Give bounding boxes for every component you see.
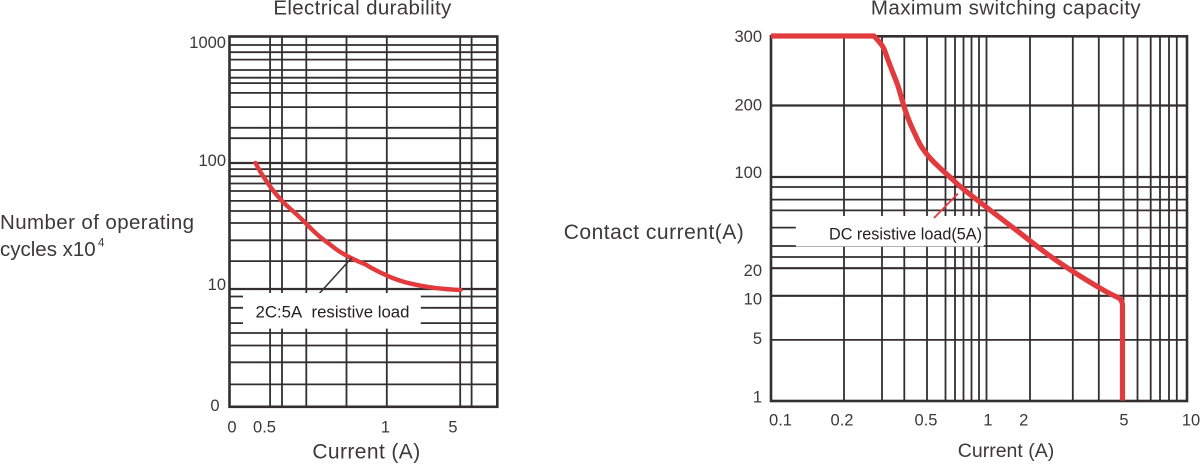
svg-text:Contact current(A): Contact current(A) (564, 221, 745, 244)
svg-text:1: 1 (753, 389, 762, 407)
svg-text:0.2: 0.2 (831, 411, 854, 429)
svg-text:2C:5A resistive load: 2C:5A resistive load (256, 303, 410, 322)
svg-text:5: 5 (448, 419, 457, 437)
svg-text:5: 5 (753, 330, 762, 348)
svg-text:Current (A): Current (A) (958, 440, 1054, 462)
svg-text:2: 2 (1019, 411, 1028, 429)
svg-text:10: 10 (744, 291, 762, 309)
svg-text:4: 4 (98, 238, 105, 250)
svg-text:300: 300 (734, 28, 762, 46)
svg-text:0.1: 0.1 (769, 411, 792, 429)
svg-text:cycles x10: cycles x10 (0, 238, 96, 261)
svg-text:100: 100 (734, 164, 762, 182)
svg-text:Current (A): Current (A) (312, 441, 420, 464)
svg-text:0.5: 0.5 (915, 411, 938, 429)
svg-text:1: 1 (381, 419, 390, 437)
svg-text:100: 100 (198, 152, 226, 170)
svg-text:200: 200 (734, 96, 762, 114)
svg-text:0.5: 0.5 (253, 419, 276, 437)
svg-text:DC resistive load(5A): DC resistive load(5A) (829, 225, 982, 243)
svg-text:20: 20 (744, 262, 762, 280)
svg-text:1: 1 (983, 411, 992, 429)
svg-text:Electrical durability: Electrical durability (273, 0, 452, 20)
svg-text:Maximum switching capacity: Maximum switching capacity (871, 0, 1141, 20)
svg-text:10: 10 (1182, 411, 1200, 429)
svg-text:0: 0 (210, 397, 219, 415)
svg-text:Number of operating: Number of operating (0, 211, 194, 234)
svg-text:0: 0 (227, 419, 236, 437)
svg-text:1000: 1000 (189, 34, 226, 52)
svg-text:5: 5 (1119, 411, 1128, 429)
svg-text:10: 10 (208, 276, 226, 294)
